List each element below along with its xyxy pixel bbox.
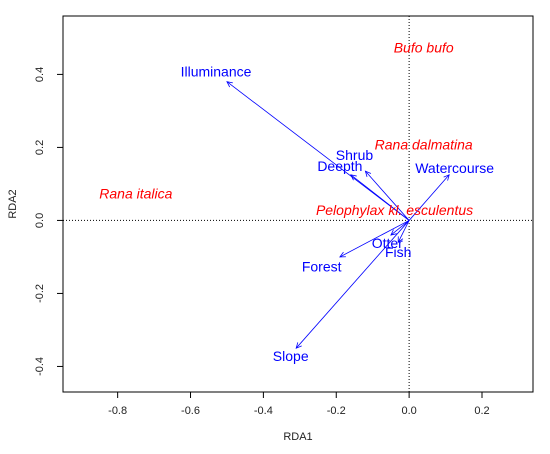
axis-ticks: -0.8 -0.6 -0.4 -0.2 0.0 0.2 -0.4 -0.2 0.0 0.2 0.4 <box>34 67 490 417</box>
y-tick-label: 0.4 <box>34 67 46 82</box>
x-tick-label: 0.2 <box>474 405 489 417</box>
vector-label: Deepth <box>317 158 362 174</box>
y-tick-label: -0.2 <box>34 284 46 303</box>
species-label: Rana italica <box>99 186 172 202</box>
vector-label: Slope <box>273 348 309 364</box>
y-tick-label: -0.4 <box>34 357 46 376</box>
x-tick-label: -0.6 <box>181 405 200 417</box>
x-tick-label: -0.2 <box>327 405 346 417</box>
vector-label: Forest <box>302 259 342 275</box>
x-tick-label: -0.4 <box>254 405 273 417</box>
vector-label: Fish <box>385 244 411 260</box>
species-label: Bufo bufo <box>394 40 454 56</box>
vector-label: Illuminance <box>181 63 252 79</box>
species-labels: Bufo bufo Rana dalmatina Rana italica Pelop… <box>99 40 473 218</box>
vector-label: Watercourse <box>415 160 494 176</box>
y-tick-label: 0.2 <box>34 140 46 155</box>
species-label: Rana dalmatina <box>375 136 473 152</box>
vector-arrow <box>391 220 409 235</box>
x-tick-label: -0.8 <box>108 405 127 417</box>
y-tick-label: 0.0 <box>34 213 46 228</box>
species-label: Pelophylax kl. esculentus <box>316 202 473 218</box>
vector-arrow <box>296 220 409 348</box>
x-axis-title: RDA1 <box>283 431 312 443</box>
x-tick-label: 0.0 <box>401 405 416 417</box>
y-axis-title: RDA2 <box>7 189 19 218</box>
